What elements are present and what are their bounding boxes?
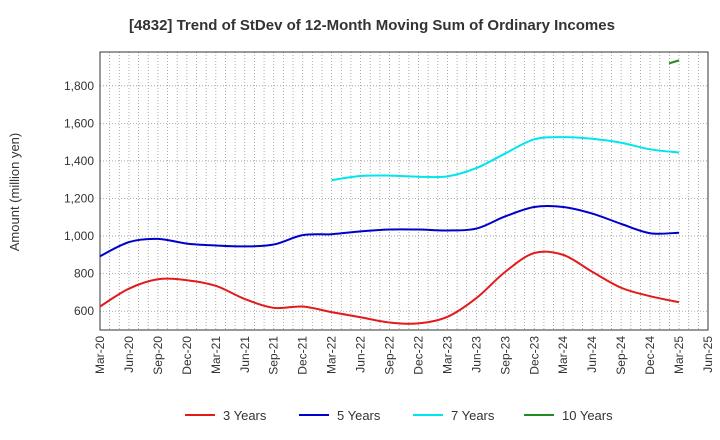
y-tick-label: 1,400 (64, 154, 94, 168)
y-tick-label: 600 (74, 304, 94, 318)
x-tick-label: Mar-22 (325, 336, 339, 374)
x-tick-label: Dec-24 (643, 336, 657, 375)
y-tick-label: 1,600 (64, 116, 94, 130)
x-tick-label: Sep-20 (151, 336, 165, 375)
x-tick-label: Mar-20 (93, 336, 107, 374)
y-axis: 600 800 1,000 1,200 1,400 1,600 1,800 (64, 79, 94, 318)
legend: 3 Years 5 Years 7 Years 10 Years (185, 408, 613, 423)
y-tick-label: 800 (74, 267, 94, 281)
legend-item-10-years: 10 Years (524, 408, 613, 423)
x-tick-label: Mar-23 (440, 336, 454, 374)
x-tick-label: Jun-25 (701, 336, 715, 373)
legend-item-3-years: 3 Years (185, 408, 267, 423)
x-tick-label: Jun-20 (122, 336, 136, 373)
y-axis-label: Amount (million yen) (7, 133, 22, 252)
x-tick-label: Mar-24 (556, 336, 570, 374)
x-tick-label: Dec-21 (296, 336, 310, 375)
y-tick-label: 1,000 (64, 229, 94, 243)
plot-background (100, 52, 708, 330)
series-line-10-years (668, 59, 680, 65)
legend-label: 7 Years (451, 408, 495, 423)
x-tick-label: Jun-23 (469, 336, 483, 373)
x-axis: Mar-20 Jun-20 Sep-20 Dec-20 Mar-21 Jun-21 Sep-… (93, 336, 715, 375)
x-tick-label: Jun-22 (354, 336, 368, 373)
x-tick-label: Sep-23 (498, 336, 512, 375)
plot-border (99, 51, 709, 331)
x-tick-label: Sep-21 (267, 336, 281, 375)
y-tick-label: 1,800 (64, 79, 94, 93)
x-tick-label: Jun-21 (238, 336, 252, 373)
x-tick-label: Dec-22 (411, 336, 425, 375)
x-tick-label: Sep-24 (614, 336, 628, 375)
x-tick-label: Dec-23 (527, 336, 541, 375)
plot-area (99, 51, 709, 331)
series-line-3-years (99, 250, 680, 325)
series-group (99, 59, 680, 325)
series-line-5-years (99, 204, 680, 258)
chart-title: [4832] Trend of StDev of 12-Month Moving… (129, 17, 615, 34)
legend-label: 5 Years (337, 408, 381, 423)
legend-label: 10 Years (562, 408, 613, 423)
series-line-7-years (331, 136, 680, 182)
legend-item-5-years: 5 Years (299, 408, 381, 423)
x-tick-label: Dec-20 (180, 336, 194, 375)
x-tick-label: Jun-24 (585, 336, 599, 373)
legend-label: 3 Years (223, 408, 267, 423)
legend-item-7-years: 7 Years (413, 408, 495, 423)
x-tick-label: Mar-25 (672, 336, 686, 374)
y-tick-label: 1,200 (64, 192, 94, 206)
x-tick-label: Mar-21 (209, 336, 223, 374)
x-tick-label: Sep-22 (383, 336, 397, 375)
